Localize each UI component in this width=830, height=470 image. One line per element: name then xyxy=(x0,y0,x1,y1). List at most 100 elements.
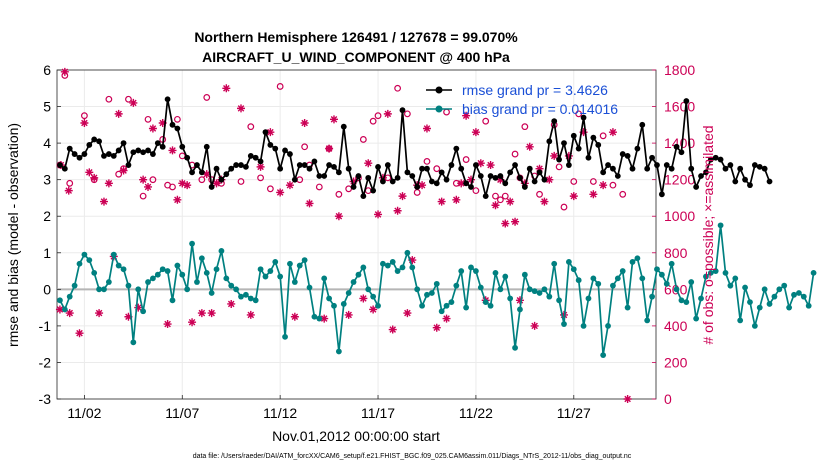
bias-point xyxy=(110,251,117,258)
rmse-point xyxy=(561,140,567,147)
bias-point xyxy=(477,284,484,291)
chart-title-line1: Northern Hemisphere 126491 / 127678 = 99… xyxy=(194,29,518,45)
bias-point xyxy=(86,257,93,263)
obs-possible-point xyxy=(169,183,176,191)
obs-possible-point xyxy=(501,192,509,200)
rmse-point xyxy=(693,184,700,190)
rmse-point xyxy=(404,169,411,176)
bias-point xyxy=(776,286,783,293)
rmse-point xyxy=(654,162,660,168)
bias-point xyxy=(154,271,161,278)
bias-point xyxy=(453,282,460,289)
rmse-point xyxy=(531,178,538,185)
bias-point xyxy=(243,291,249,298)
rmse-point xyxy=(610,165,616,172)
bias-point xyxy=(262,273,269,280)
rmse-point xyxy=(492,174,499,181)
footer-datafile: data file: /Users/raeder/DAI/ATM_forcXX/… xyxy=(193,453,632,460)
bias-point xyxy=(433,280,440,287)
obs-assimilated-point xyxy=(471,128,480,137)
obs-possible-point xyxy=(198,176,206,184)
rmse-point xyxy=(370,187,377,194)
obs-assimilated-point xyxy=(467,175,476,184)
bias-point xyxy=(208,290,215,296)
obs-assimilated-point xyxy=(197,309,206,318)
obs-possible-point xyxy=(257,174,264,182)
bias-point xyxy=(497,286,504,293)
y-left-tick-label: 5 xyxy=(43,99,51,115)
rmse-point xyxy=(477,173,484,179)
bias-point xyxy=(194,279,200,285)
rmse-point xyxy=(115,147,122,154)
rmse-point xyxy=(473,162,479,168)
bias-point xyxy=(394,268,401,274)
rmse-point xyxy=(502,180,509,187)
rmse-point xyxy=(243,163,249,170)
obs-assimilated-point xyxy=(334,212,343,221)
obs-assimilated-point xyxy=(266,128,275,137)
bias-point xyxy=(120,266,127,273)
obs-possible-point xyxy=(609,181,617,189)
y-right-tick-label: 1200 xyxy=(664,172,695,188)
rmse-point xyxy=(301,162,308,168)
legend-bias-label: bias grand pr = 0.014016 xyxy=(462,101,618,117)
rmse-point xyxy=(688,165,695,172)
obs-possible-point xyxy=(335,190,343,198)
bias-point xyxy=(742,284,748,291)
rmse-point xyxy=(218,176,225,183)
rmse-point xyxy=(198,169,205,176)
obs-assimilated-point xyxy=(364,159,373,168)
obs-assimilated-point xyxy=(432,323,441,332)
bias-point xyxy=(443,302,450,309)
bias-point xyxy=(145,279,151,285)
obs-assimilated-point xyxy=(398,192,407,201)
bias-point xyxy=(585,295,592,302)
rmse-point xyxy=(380,178,386,185)
rmse-point xyxy=(443,176,450,183)
obs-possible-point xyxy=(394,84,402,92)
rmse-point xyxy=(619,151,626,157)
obs-possible-point xyxy=(570,178,578,185)
x-tick-label: 11/02 xyxy=(67,405,101,421)
rmse-point xyxy=(624,153,631,159)
obs-assimilated-point xyxy=(501,219,510,228)
rmse-point xyxy=(482,193,489,200)
bias-point xyxy=(512,344,518,351)
obs-possible-point xyxy=(266,185,274,193)
bias-point xyxy=(693,315,700,322)
rmse-point xyxy=(81,151,88,157)
obs-assimilated-point xyxy=(222,84,231,93)
bias-point xyxy=(800,293,807,300)
bias-point xyxy=(125,282,132,289)
obs-assimilated-point xyxy=(85,168,94,177)
rmse-point xyxy=(570,132,577,139)
rmse-point xyxy=(145,147,151,154)
bias-point xyxy=(404,249,411,256)
rmse-point xyxy=(737,165,744,172)
obs-assimilated-point xyxy=(212,179,221,188)
bias-point xyxy=(517,306,523,313)
obs-assimilated-point xyxy=(452,195,461,204)
rmse-point xyxy=(345,165,352,172)
rmse-point xyxy=(223,171,230,178)
rmse-point xyxy=(634,145,641,152)
plot-frame xyxy=(56,69,657,400)
x-axis-label: Nov.01,2012 00:00:00 start xyxy=(272,428,440,444)
y-right-tick-label: 1000 xyxy=(664,208,695,224)
rmse-point xyxy=(110,153,117,159)
bias-point xyxy=(473,268,479,274)
rmse-point xyxy=(296,162,303,168)
obs-assimilated-point xyxy=(418,181,427,190)
bias-point xyxy=(301,257,308,263)
obs-assimilated-point xyxy=(80,119,89,128)
rmse-point xyxy=(448,162,455,168)
bias-point xyxy=(380,260,386,267)
legend-rmse-label: rmse grand pr = 3.4626 xyxy=(462,82,608,98)
bias-point xyxy=(727,282,734,289)
bias-point xyxy=(174,262,181,269)
obs-assimilated-point xyxy=(589,190,598,199)
obs-assimilated-point xyxy=(305,199,314,208)
rmse-point xyxy=(228,165,235,172)
rmse-point xyxy=(551,118,558,125)
obs-assimilated-point xyxy=(491,201,500,210)
